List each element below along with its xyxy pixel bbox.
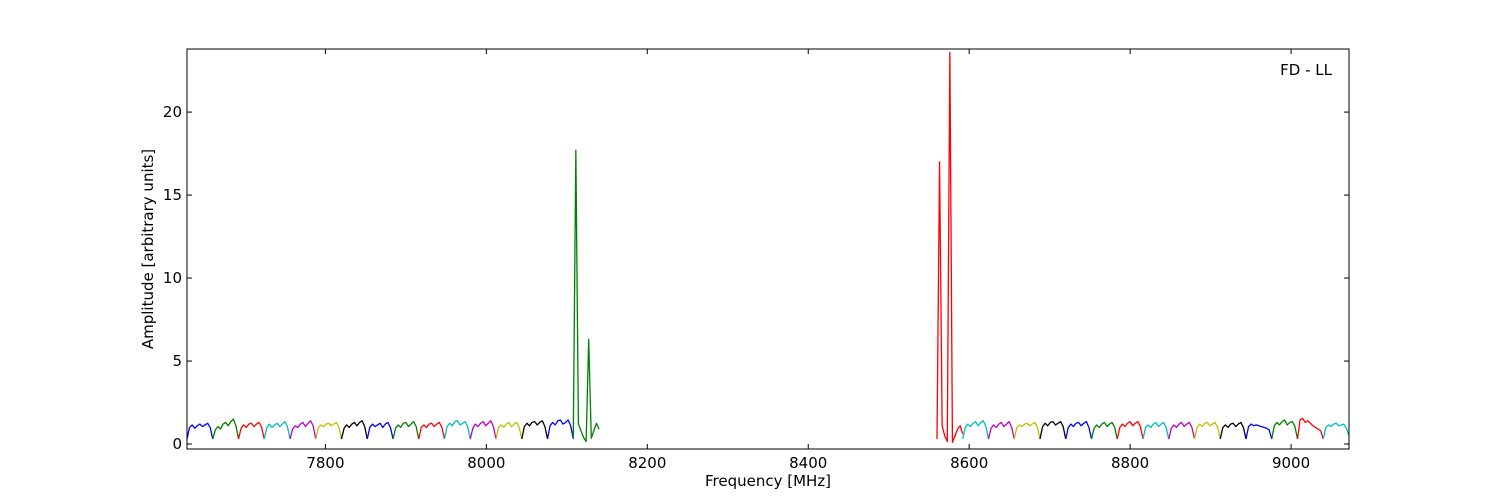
series-line-8	[392, 420, 420, 440]
x-tick-label: 8000	[467, 454, 505, 472]
series-line-1	[212, 418, 240, 440]
series-line-0	[186, 422, 214, 440]
x-tick-label: 8200	[628, 454, 666, 472]
y-axis-label: Amplitude [arbitrary units]	[139, 149, 157, 349]
x-axis-label: Frequency [MHz]	[705, 472, 831, 490]
series-line-21	[1065, 420, 1093, 440]
series-line-27	[1219, 421, 1247, 440]
y-tick-label: 5	[172, 352, 182, 370]
series-line-19	[1013, 421, 1041, 440]
series-line-12	[495, 421, 523, 440]
series-layer	[186, 51, 1350, 444]
series-line-11	[469, 420, 497, 440]
y-tick-label: 15	[163, 186, 182, 204]
series-line-28	[1245, 423, 1273, 440]
series-line-26	[1193, 421, 1221, 440]
series-line-17	[962, 420, 990, 440]
series-line-15	[572, 149, 600, 443]
series-line-31	[1322, 422, 1350, 440]
y-tick-label: 20	[163, 103, 182, 121]
series-line-5	[315, 421, 343, 440]
series-line-9	[418, 421, 446, 440]
series-line-18	[987, 420, 1015, 440]
chart-annotation: FD - LL	[1280, 61, 1332, 79]
series-line-2	[237, 421, 265, 440]
series-line-20	[1039, 420, 1067, 440]
series-line-29	[1271, 419, 1299, 440]
series-line-7	[366, 421, 394, 440]
y-tick-label: 10	[163, 269, 182, 287]
series-line-16	[936, 51, 964, 444]
x-tick-label: 8600	[950, 454, 988, 472]
axes-frame	[186, 48, 1350, 450]
y-tick-label: 0	[172, 435, 182, 453]
x-tick-label: 8400	[789, 454, 827, 472]
x-tick-label: 8800	[1111, 454, 1149, 472]
series-line-4	[289, 420, 317, 440]
series-line-23	[1116, 420, 1144, 440]
series-line-10	[443, 420, 471, 440]
x-tick-label: 9000	[1272, 454, 1310, 472]
series-line-14	[546, 419, 574, 440]
series-line-24	[1142, 421, 1170, 440]
series-line-22	[1090, 421, 1118, 440]
series-line-3	[263, 420, 291, 440]
series-line-6	[340, 420, 368, 440]
series-line-13	[521, 420, 549, 440]
series-line-30	[1296, 417, 1324, 440]
series-line-25	[1168, 421, 1196, 440]
x-tick-label: 7800	[306, 454, 344, 472]
ticks-layer: 7800 8000 8200 8400 8600 8800 9000 0 5 10 15 20	[163, 49, 1349, 472]
